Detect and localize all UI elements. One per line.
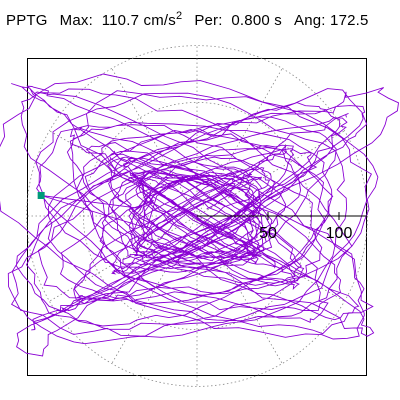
max-marker xyxy=(37,191,45,199)
grid-spoke-120 xyxy=(111,68,198,217)
grid-spoke-300 xyxy=(196,215,283,364)
grid-spoke-240 xyxy=(111,215,198,364)
motion-trace xyxy=(0,73,399,357)
angle-value: 172.5 xyxy=(330,12,369,29)
radial-tick-label-50: 50 xyxy=(259,225,277,242)
radial-tick-label-100: 100 xyxy=(326,225,353,242)
grid-spoke-30 xyxy=(196,130,345,217)
grid-ring-3 xyxy=(26,45,368,387)
period-value: 0.800 s xyxy=(231,12,282,29)
max-value: 110.7 xyxy=(101,12,140,29)
chart-title: PPTG Max: 110.7 cm/s2 Per: 0.800 s Ang: 172… xyxy=(6,10,381,40)
grid-spoke-60 xyxy=(196,68,283,217)
max-unit: cm/s2 xyxy=(143,10,183,29)
max-readout: Max: 110.7 cm/s2 xyxy=(60,10,183,29)
period-readout: Per: 0.800 s xyxy=(194,12,282,29)
max-unit-power: 2 xyxy=(175,10,183,22)
station-name: PPTG xyxy=(6,12,48,29)
max-label: Max: xyxy=(59,12,93,29)
trace-path xyxy=(0,73,399,357)
max-marker-square xyxy=(37,191,45,199)
max-unit-base: cm/s xyxy=(143,12,176,29)
radial-axis: 50 100 xyxy=(197,212,367,242)
angle-label: Ang: xyxy=(293,12,326,29)
angle-readout: Ang: 172.5 xyxy=(294,12,369,29)
grid-spoke-210 xyxy=(49,215,198,302)
period-label: Per: xyxy=(194,12,223,29)
